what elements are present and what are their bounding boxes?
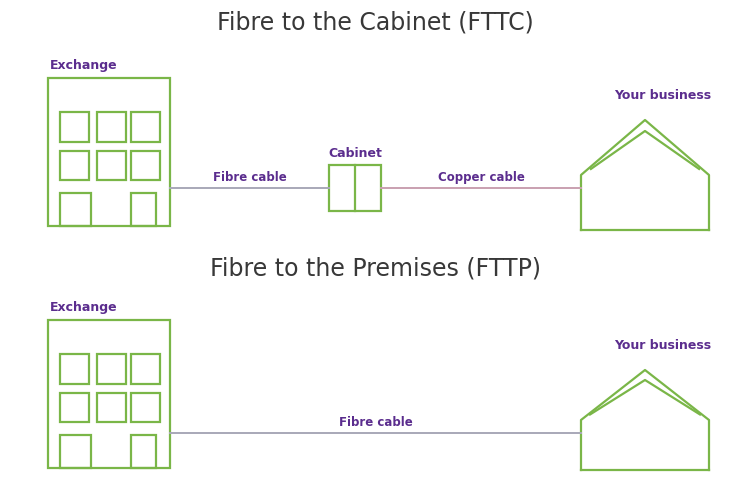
Bar (131, 435, 156, 468)
Text: Exchange: Exchange (50, 301, 118, 314)
Text: Fibre to the Cabinet (FTTC): Fibre to the Cabinet (FTTC) (217, 10, 533, 34)
Bar (60, 392, 89, 422)
Bar (97, 392, 126, 422)
Bar (60, 354, 89, 383)
Bar (60, 112, 89, 141)
Bar (60, 150, 89, 180)
Bar (60, 435, 91, 468)
Text: Your business: Your business (614, 339, 711, 352)
Bar (48, 320, 170, 468)
Bar (131, 193, 156, 226)
Bar (97, 112, 126, 141)
Bar (131, 354, 160, 383)
Text: Copper cable: Copper cable (437, 171, 524, 184)
Bar (48, 78, 170, 226)
Bar (97, 354, 126, 383)
Text: Fibre cable: Fibre cable (213, 171, 286, 184)
Bar (131, 392, 160, 422)
Text: Fibre to the Premises (FTTP): Fibre to the Premises (FTTP) (209, 256, 541, 280)
Bar (60, 193, 91, 226)
Text: Cabinet: Cabinet (328, 147, 382, 160)
Bar (131, 150, 160, 180)
Text: Your business: Your business (614, 89, 711, 102)
Text: Fibre cable: Fibre cable (339, 416, 412, 429)
Text: Exchange: Exchange (50, 59, 118, 72)
Bar (329, 165, 381, 211)
Bar (97, 150, 126, 180)
Bar (131, 112, 160, 141)
